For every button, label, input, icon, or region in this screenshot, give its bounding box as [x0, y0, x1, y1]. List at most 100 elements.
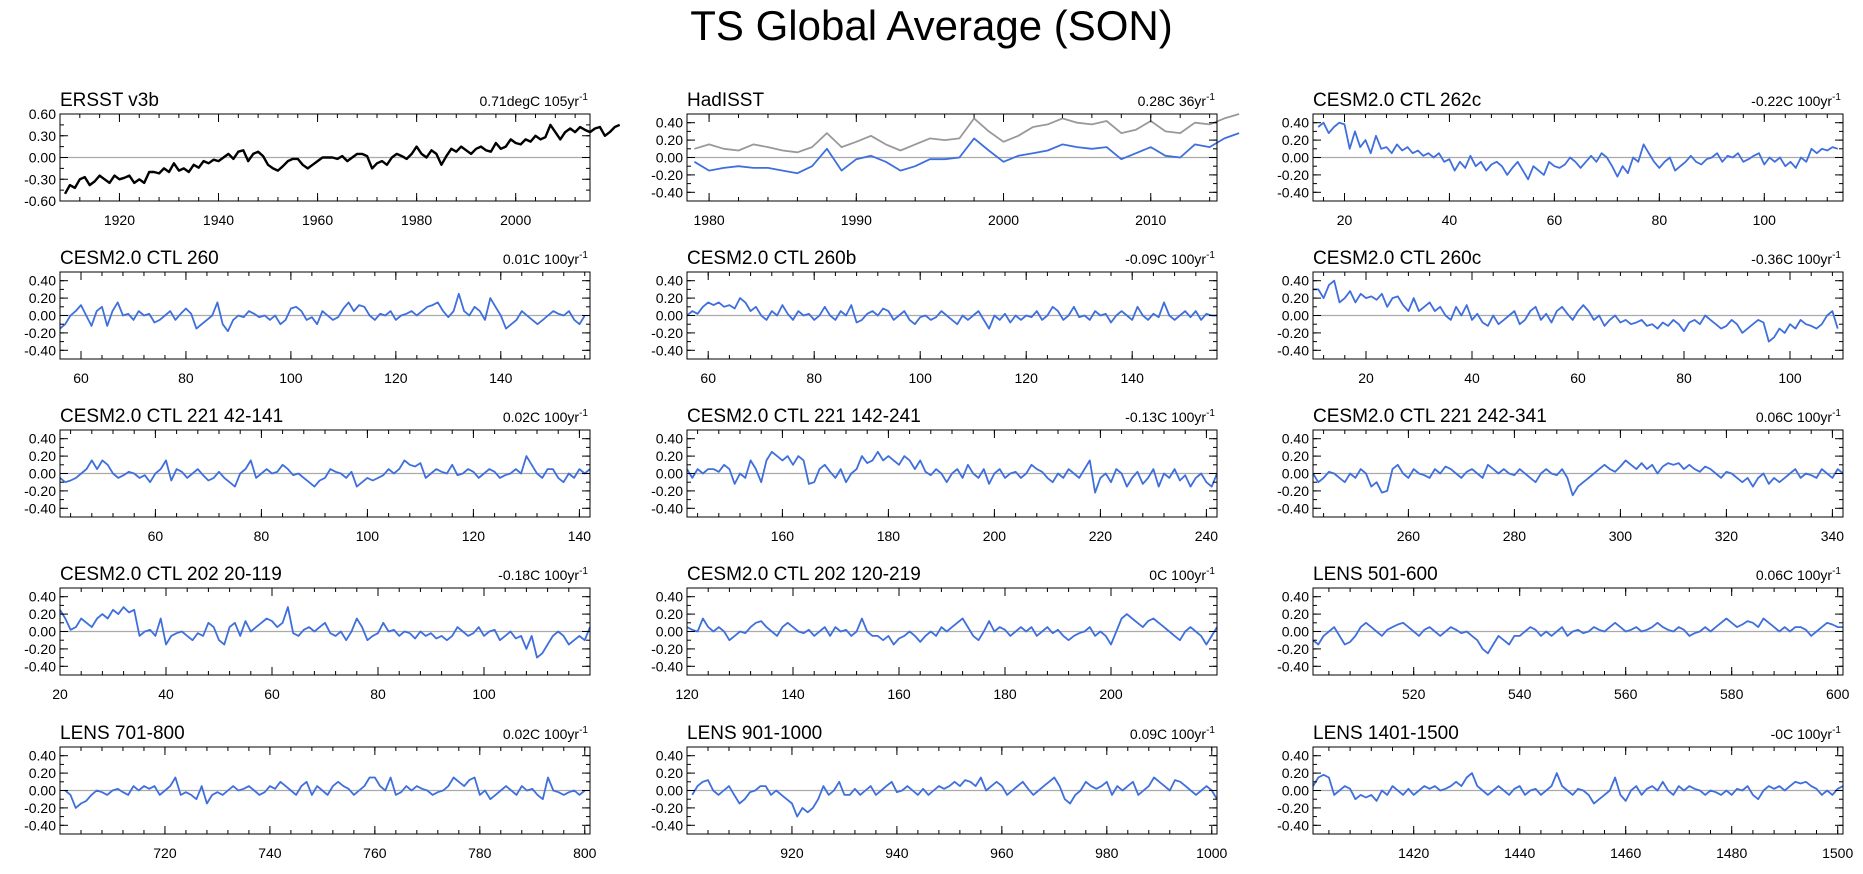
panel-title: CESM2.0 CTL 260 — [60, 248, 219, 269]
x-tick-label: 220 — [1089, 528, 1113, 544]
y-tick-label: 0.00 — [1282, 783, 1309, 799]
x-tick-label: 100 — [279, 370, 303, 386]
y-tick-label: 0.20 — [656, 132, 683, 148]
x-tick-label: 1920 — [104, 212, 135, 228]
trend-exponent: -1 — [579, 250, 588, 261]
series-line-1 — [59, 606, 591, 659]
x-tick-label: 100 — [1753, 212, 1777, 228]
x-tick-label: 60 — [73, 370, 89, 386]
trend-label: 0.71degC 105yr-1 — [479, 92, 588, 109]
trend-value: -0.18C 100yr — [498, 567, 579, 583]
y-tick-label: -0.20 — [651, 325, 683, 341]
trend-value: 0.01C 100yr — [503, 251, 580, 267]
x-tick-label: 100 — [1778, 370, 1802, 386]
y-tick-label: 0.20 — [656, 448, 683, 464]
y-tick-label: -0.40 — [24, 342, 56, 358]
trend-exponent: -1 — [1206, 92, 1215, 103]
x-tick-label: 280 — [1503, 528, 1527, 544]
x-tick-label: 800 — [573, 845, 597, 861]
trend-value: 0.06C 100yr — [1756, 567, 1833, 583]
panel-5: CESM2.0 CTL 260b -0.09C 100yr-1 0.400.20 0.… — [651, 248, 1218, 386]
y-tick-label: -0.40 — [1277, 658, 1309, 674]
x-tick-label: 760 — [363, 845, 387, 861]
y-tick-label: 0.40 — [1282, 589, 1309, 605]
y-tick-label: 0.20 — [29, 290, 56, 306]
series-line-1 — [59, 455, 591, 488]
trend-value: 0.02C 100yr — [503, 726, 580, 742]
trend-value: 0.28C 36yr — [1138, 93, 1207, 109]
x-tick-label: 200 — [1099, 686, 1123, 702]
x-tick-label: 140 — [568, 528, 592, 544]
x-tick-label: 20 — [52, 686, 68, 702]
x-tick-label: 140 — [1121, 370, 1145, 386]
y-tick-label: 0.20 — [656, 765, 683, 781]
y-tick-label: 0.40 — [1282, 431, 1309, 447]
y-tick-label: 0.60 — [29, 106, 56, 122]
trend-exponent: -1 — [1206, 566, 1215, 577]
y-tick-label: 0.20 — [29, 606, 56, 622]
x-tick-label: 1460 — [1610, 845, 1641, 861]
y-tick-label: 0.40 — [656, 748, 683, 764]
y-tick-label: 0.40 — [29, 589, 56, 605]
trend-exponent: -1 — [1206, 725, 1215, 736]
panel-12: LENS 501-600 0.06C 100yr-10.400.200.00-0.… — [1277, 564, 1850, 702]
panel-8: CESM2.0 CTL 221 142-241 -0.13C 100yr-1 0.4… — [651, 406, 1218, 544]
x-tick-label: 140 — [489, 370, 513, 386]
y-tick-label: 0.00 — [656, 150, 683, 166]
x-tick-label: 1990 — [841, 212, 872, 228]
series-line-1 — [1313, 279, 1839, 343]
y-tick-label: 0.30 — [29, 128, 56, 144]
x-tick-label: 520 — [1402, 686, 1426, 702]
trend-exponent: -1 — [1832, 566, 1841, 577]
y-tick-label: 0.40 — [1282, 273, 1309, 289]
panel-title: CESM2.0 CTL 202 120-219 — [687, 564, 921, 585]
panel-14: LENS 901-1000 0.09C 100yr-10.400.200.00-0… — [651, 723, 1227, 861]
y-tick-label: 0.00 — [656, 624, 683, 640]
trend-value: -0.09C 100yr — [1125, 251, 1206, 267]
series-line-1 — [691, 776, 1218, 818]
y-tick-label: -0.20 — [1277, 483, 1309, 499]
series-line-1 — [694, 113, 1240, 154]
x-tick-label: 80 — [806, 370, 822, 386]
y-tick-label: -0.20 — [651, 800, 683, 816]
panel-title: LENS 1401-1500 — [1313, 723, 1459, 744]
y-tick-label: -0.40 — [1277, 342, 1309, 358]
x-tick-label: 80 — [178, 370, 194, 386]
panel-title: LENS 901-1000 — [687, 723, 822, 744]
x-tick-label: 140 — [781, 686, 805, 702]
x-tick-label: 1940 — [203, 212, 234, 228]
trend-label: 0.06C 100yr-1 — [1756, 408, 1842, 425]
x-tick-label: 320 — [1715, 528, 1739, 544]
y-tick-label: -0.40 — [651, 342, 683, 358]
x-tick-label: 60 — [1570, 370, 1586, 386]
y-tick-label: 0.00 — [1282, 308, 1309, 324]
series-line-1 — [1312, 459, 1844, 497]
y-tick-label: 0.20 — [29, 448, 56, 464]
x-tick-label: 40 — [1442, 212, 1458, 228]
x-tick-label: 60 — [700, 370, 716, 386]
x-tick-label: 40 — [158, 686, 174, 702]
y-tick-label: -0.20 — [651, 483, 683, 499]
x-tick-label: 600 — [1826, 686, 1850, 702]
trend-exponent: -1 — [1832, 92, 1841, 103]
panel-title: HadISST — [687, 90, 764, 111]
y-tick-label: 0.20 — [29, 765, 56, 781]
y-tick-label: 0.20 — [656, 290, 683, 306]
y-tick-label: -0.40 — [1277, 500, 1309, 516]
y-tick-label: -0.20 — [651, 167, 683, 183]
x-tick-label: 1980 — [401, 212, 432, 228]
x-tick-label: 80 — [1652, 212, 1668, 228]
trend-label: 0.01C 100yr-1 — [503, 250, 589, 267]
trend-label: 0.28C 36yr-1 — [1138, 92, 1216, 109]
y-tick-label: 0.00 — [656, 308, 683, 324]
x-tick-label: 300 — [1609, 528, 1633, 544]
x-tick-label: 60 — [148, 528, 164, 544]
x-tick-label: 100 — [909, 370, 933, 386]
trend-value: -0C 100yr — [1771, 726, 1833, 742]
x-tick-label: 920 — [780, 845, 804, 861]
trend-label: -0.36C 100yr-1 — [1751, 250, 1841, 267]
x-tick-label: 720 — [153, 845, 177, 861]
trend-value: 0.02C 100yr — [503, 409, 580, 425]
y-tick-label: 0.40 — [656, 431, 683, 447]
